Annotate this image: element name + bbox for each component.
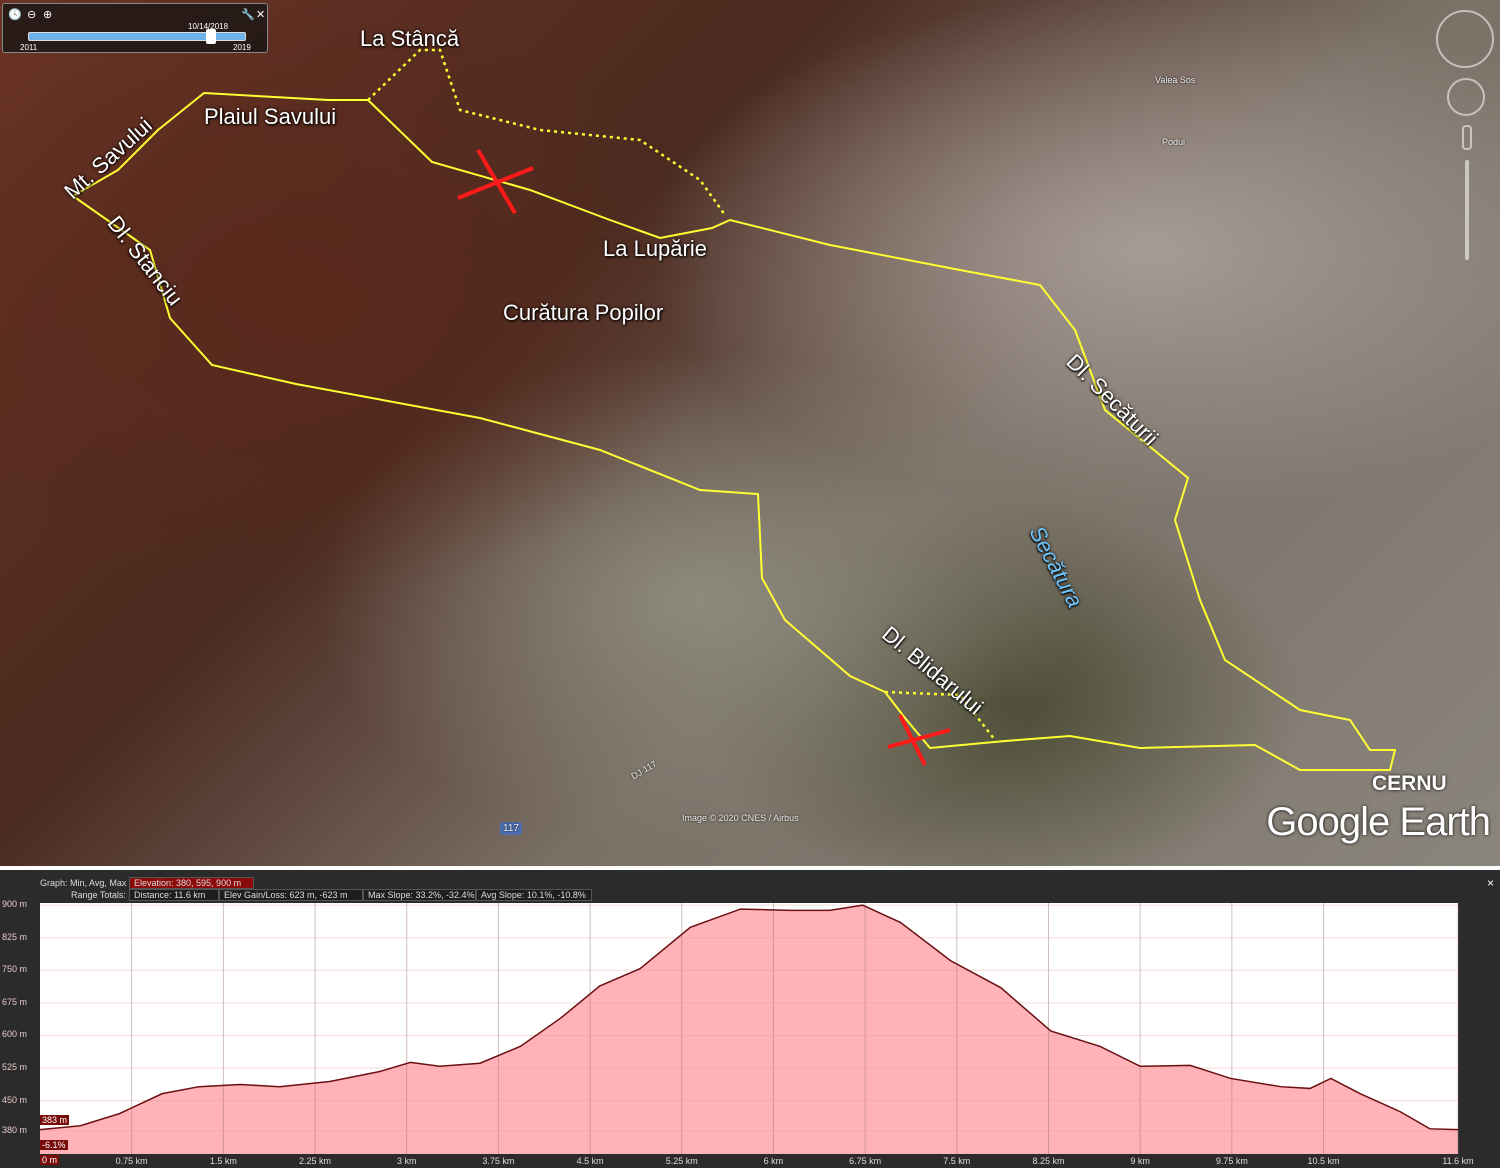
attribution: Image © 2020 CNES / Airbus — [682, 813, 799, 823]
y-tick-label: 825 m — [2, 931, 28, 942]
elevation-stats: Elevation: 380, 595, 900 m — [129, 877, 254, 889]
y-tick-label: 750 m — [2, 964, 28, 975]
x-tick-label: 0.75 km — [115, 1156, 148, 1166]
x-tick-label: 7.5 km — [943, 1156, 971, 1166]
map-label: Curătura Popilor — [503, 300, 664, 325]
y-tick-label: 600 m — [2, 1029, 28, 1040]
x-tick-label: 8.25 km — [1032, 1156, 1065, 1166]
current-date: 10/14/2018 — [188, 22, 229, 31]
x-tick-label: 11.6 km — [1442, 1156, 1474, 1166]
distance-stat: Distance: 11.6 km — [129, 889, 219, 901]
y-tick-label: 380 m — [2, 1124, 28, 1135]
x-tick-label: 9 km — [1130, 1156, 1150, 1166]
x-tick-label: 9.75 km — [1215, 1156, 1248, 1166]
cross-marker — [457, 148, 534, 215]
y-tick-label: 900 m — [2, 899, 28, 910]
elevation-line — [39, 904, 1459, 1131]
dotted-path — [367, 48, 727, 216]
gain-loss-stat: Elev Gain/Loss: 623 m, -623 m — [219, 889, 363, 901]
elevation-profile[interactable]: Graph: Min, Avg, Max Elevation: 380, 595… — [0, 866, 1500, 1166]
route-overlay — [72, 48, 1397, 771]
close-icon[interactable]: ✕ — [256, 9, 266, 21]
elevation-area — [40, 905, 1458, 1154]
historical-imagery-slider[interactable]: 🕓 ⊖ ⊕ 🔧 ✕ 10/14/2018 2011 2019 — [2, 3, 268, 53]
dotted-path — [884, 690, 996, 741]
x-tick-label: 4.5 km — [576, 1156, 604, 1166]
map-label: CERNU — [1372, 772, 1447, 795]
clock-icon[interactable]: 🕓 — [8, 9, 22, 21]
map-label: Plaiul Savului — [204, 104, 337, 129]
street-view-icon[interactable] — [1462, 125, 1472, 150]
zoom-in-icon[interactable]: ⊕ — [43, 9, 53, 21]
y-tick-label: 525 m — [2, 1062, 28, 1073]
graph-label: Graph: Min, Avg, Max — [40, 878, 127, 888]
x-tick-label: 1.5 km — [209, 1156, 237, 1166]
end-year: 2019 — [233, 43, 251, 52]
wrench-icon[interactable]: 🔧 — [241, 9, 255, 21]
x-tick-label: 6 km — [763, 1156, 784, 1166]
compass-icon[interactable] — [1436, 10, 1494, 68]
time-track[interactable] — [28, 32, 246, 41]
range-label: Range Totals: — [71, 890, 126, 900]
road-shield: 117 — [500, 822, 522, 835]
x-tick-label: 3.75 km — [482, 1156, 515, 1166]
max-slope-stat: Max Slope: 33.2%, -32.4% — [363, 889, 476, 901]
cursor-elevation: 383 m — [40, 1115, 70, 1125]
place-label: Podul — [1162, 137, 1186, 147]
zoom-slider[interactable] — [1465, 160, 1469, 260]
google-earth-logo: Google Earth — [1266, 800, 1491, 844]
route-line — [72, 91, 1397, 771]
cross-marker — [887, 714, 951, 766]
place-label: Valea Sos — [1155, 75, 1196, 85]
x-tick-label: 6.75 km — [849, 1156, 882, 1166]
elevation-chart[interactable] — [0, 870, 1500, 1168]
map-label: La Stâncă — [360, 26, 460, 51]
zoom-out-icon[interactable]: ⊖ — [27, 9, 37, 21]
y-tick-label: 675 m — [2, 996, 28, 1007]
time-slider-thumb[interactable] — [206, 29, 217, 44]
x-tick-label: 5.25 km — [665, 1156, 698, 1166]
look-joystick-icon[interactable] — [1447, 78, 1485, 116]
y-tick-label: 450 m — [2, 1094, 28, 1105]
x-tick-label: 2.25 km — [299, 1156, 332, 1166]
start-year: 2011 — [20, 43, 38, 52]
x-tick-label: 10.5 km — [1307, 1156, 1340, 1166]
cursor-slope: -6.1% — [40, 1140, 68, 1150]
map-label: La Lupărie — [603, 236, 707, 261]
x-tick-label: 3 km — [396, 1156, 417, 1166]
avg-slope-stat: Avg Slope: 10.1%, -10.8% — [476, 889, 592, 901]
close-icon[interactable]: × — [1486, 876, 1494, 890]
satellite-map[interactable]: 🕓 ⊖ ⊕ 🔧 ✕ 10/14/2018 2011 2019 La Stâncă… — [0, 0, 1500, 866]
cursor-distance: 0 m — [40, 1155, 60, 1165]
